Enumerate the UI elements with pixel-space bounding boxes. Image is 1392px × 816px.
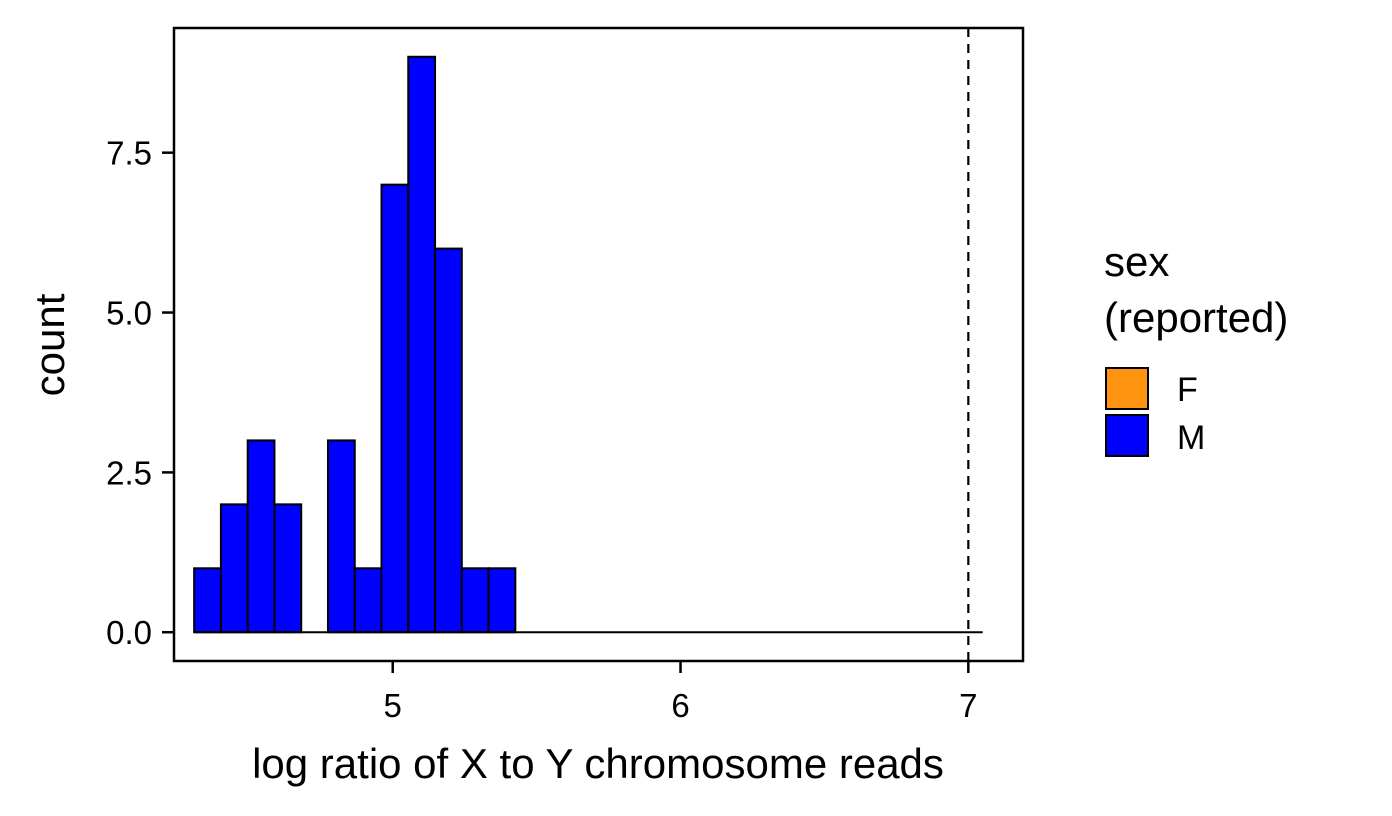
y-tick-label-1: 2.5 [106,454,152,491]
legend-key-f [1105,367,1149,410]
x-tick-label-2: 7 [959,687,977,724]
x-tick-label-1: 6 [671,687,689,724]
bar-m-0 [193,567,222,634]
bar-m-10 [460,567,490,634]
y-tick-label-0: 0.0 [106,614,152,651]
bar-m-5 [326,439,356,634]
legend-label-m: M [1177,419,1205,457]
bar-m-1 [219,503,249,634]
bar-m-11 [487,567,517,634]
legend-title-line-2: (reported) [1104,294,1288,341]
bar-m-2 [246,439,276,634]
y-axis-title: count [26,293,73,396]
bar-m-8 [407,55,437,634]
x-axis-title: log ratio of X to Y chromosome reads [252,740,944,787]
y-tick-label-2: 5.0 [106,295,152,332]
bar-m-6 [353,567,383,634]
axes-layer: 5 6 7 0.0 2.5 5.0 7.5 [106,135,977,724]
legend-label-f: F [1177,371,1198,409]
legend-key-m [1105,414,1149,457]
bar-m-3 [273,503,303,634]
legend-title-line-1: sex [1104,238,1169,285]
y-tick-label-3: 7.5 [106,135,152,172]
legend: sex (reported) F M [1104,238,1288,457]
plot-panel-border [172,26,1025,663]
x-tick-label-0: 5 [384,687,402,724]
bars-layer [193,55,983,634]
bar-m-7 [380,183,410,634]
bar-m-9 [434,247,463,634]
